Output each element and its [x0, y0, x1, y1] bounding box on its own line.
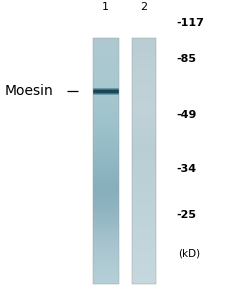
Text: (kD): (kD) [178, 248, 201, 259]
Text: 1: 1 [102, 2, 109, 13]
Text: Moesin: Moesin [5, 85, 53, 98]
Text: -25: -25 [176, 209, 196, 220]
Bar [132, 38, 156, 284]
Bar [93, 38, 119, 284]
Text: -34: -34 [176, 164, 196, 175]
Text: -49: -49 [176, 110, 196, 121]
Text: -117: -117 [176, 17, 204, 28]
Text: 2: 2 [141, 2, 148, 13]
Text: -85: -85 [176, 53, 196, 64]
